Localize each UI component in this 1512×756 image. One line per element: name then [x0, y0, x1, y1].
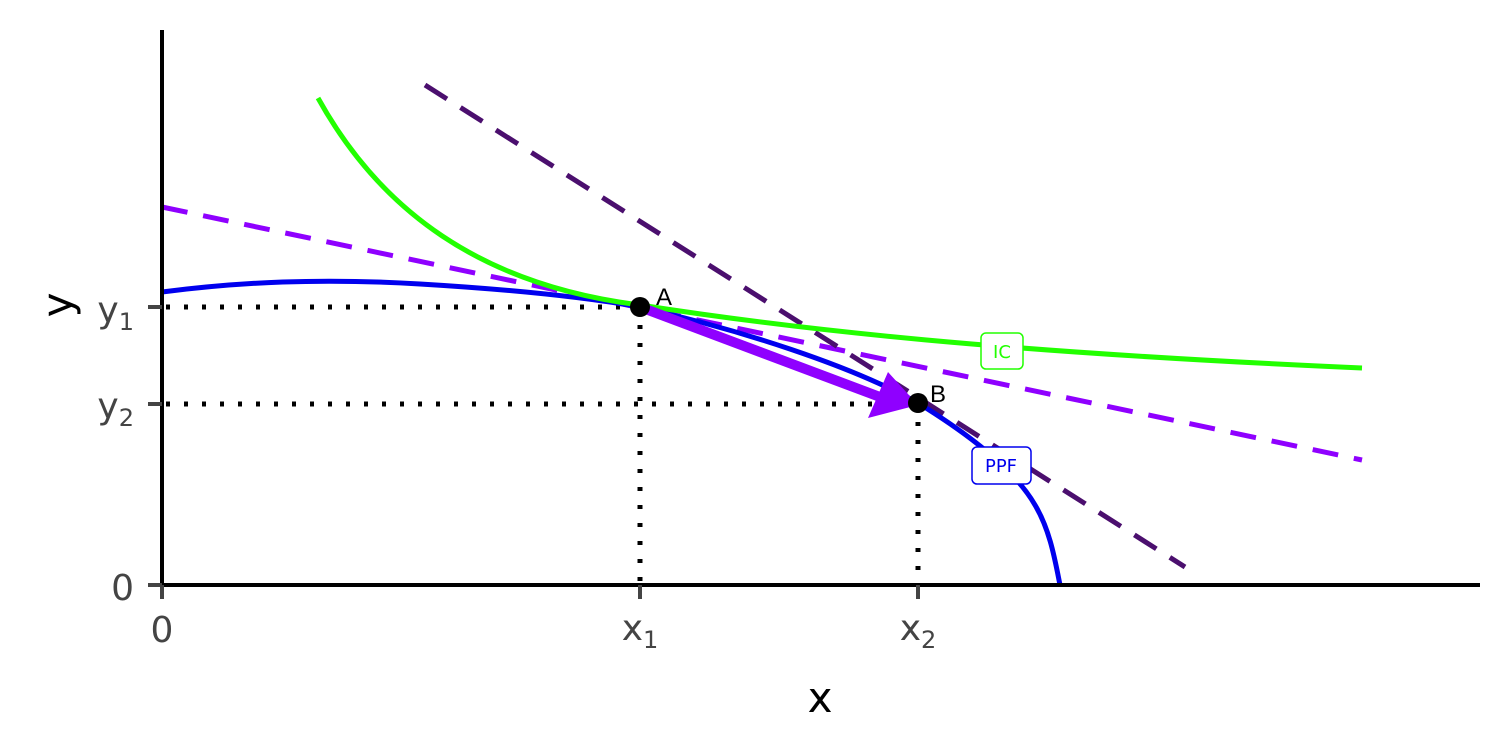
ticks [148, 305, 920, 599]
y-axis-label: y [33, 293, 82, 318]
x-tick-base: x [622, 608, 643, 649]
y-tick-base: y [97, 386, 118, 427]
curve-label: PPF [985, 456, 1017, 477]
price-line-2 [423, 82, 1187, 570]
guides [166, 304, 921, 583]
price-line-1 [161, 204, 1363, 463]
y-tick-label: y1 [97, 290, 134, 336]
y-tick-label: 0 [111, 568, 134, 609]
x-tick-label: 0 [151, 610, 174, 651]
ppf-curve [161, 278, 1063, 586]
point-a [630, 297, 650, 317]
y-tick-label: y2 [97, 386, 134, 432]
y-tick-sub: 1 [119, 308, 134, 336]
point-b [908, 393, 928, 413]
point-label: A [656, 284, 672, 311]
x-tick-sub: 1 [643, 626, 658, 654]
point-label: B [930, 381, 946, 408]
arrow-head [868, 372, 918, 418]
curve-label: IC [993, 342, 1011, 363]
y-tick-sub: 2 [119, 404, 134, 432]
x-tick-label: x1 [622, 608, 659, 654]
x-tick-sub: 2 [921, 626, 936, 654]
ppf-tag-box [971, 446, 1032, 485]
x-tick-label: x2 [900, 608, 937, 654]
x-axis-label: x [808, 673, 833, 722]
ic-tag-box [980, 332, 1024, 370]
arrow-shaft [638, 302, 882, 402]
y-tick-base: y [97, 290, 118, 331]
ic-curve [315, 96, 1363, 371]
x-tick-base: x [900, 608, 921, 649]
